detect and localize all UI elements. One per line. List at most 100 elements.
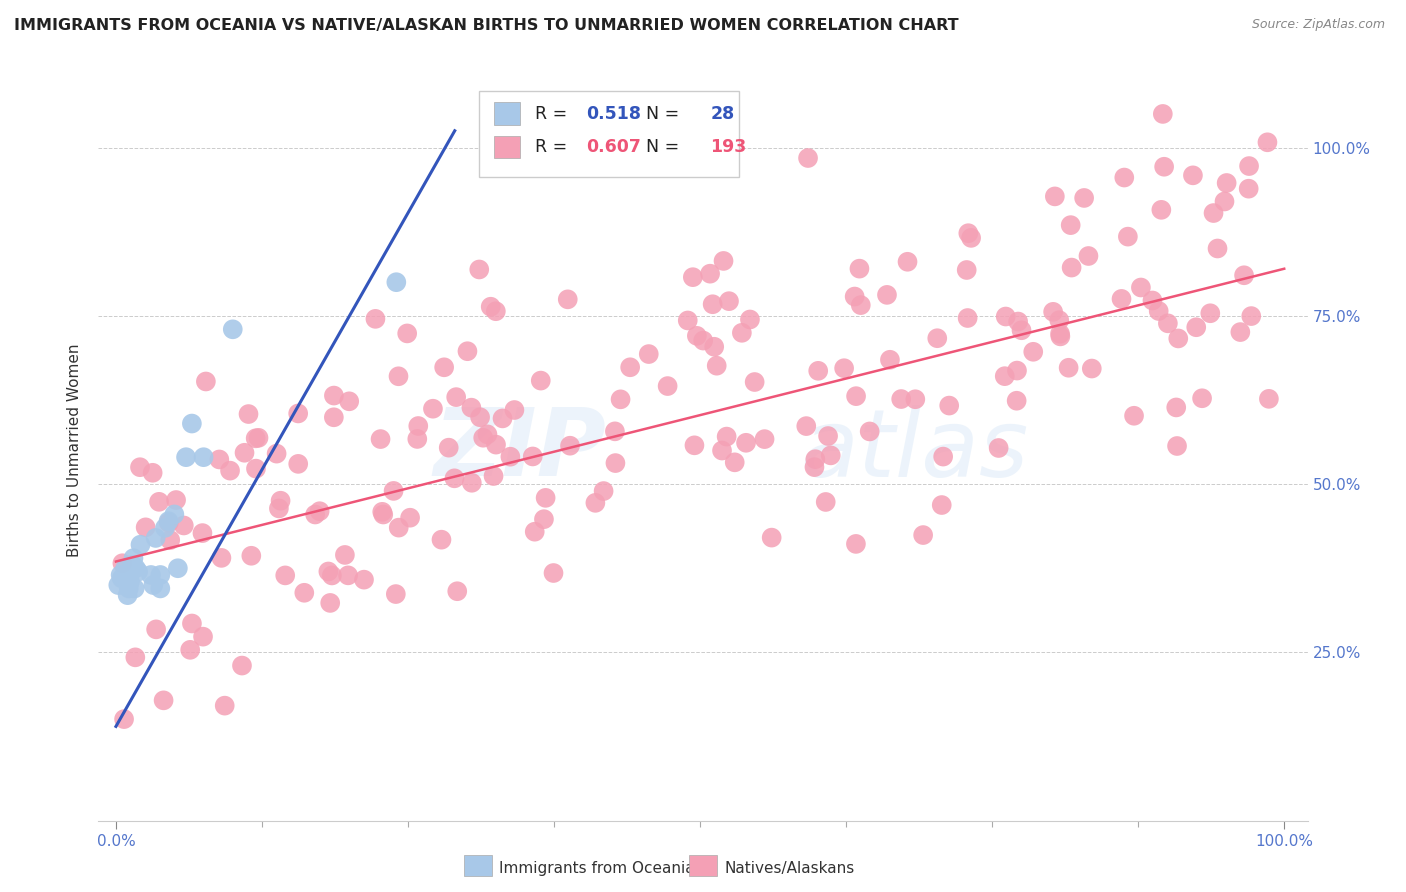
Point: [240, 549, 263, 563]
Text: 0.518: 0.518: [586, 104, 641, 122]
Point: [807, 364, 830, 378]
Point: [879, 352, 901, 367]
Text: Natives/Alaskans: Natives/Alaskans: [724, 862, 855, 876]
Point: [956, 263, 979, 277]
Point: [1047, 313, 1070, 327]
Point: [173, 518, 195, 533]
Point: [603, 425, 626, 439]
Point: [717, 294, 740, 309]
Point: [193, 450, 215, 465]
Point: [731, 326, 754, 340]
Point: [957, 226, 980, 240]
FancyBboxPatch shape: [479, 91, 740, 177]
Point: [399, 510, 422, 524]
Point: [1153, 160, 1175, 174]
Point: [437, 441, 460, 455]
Point: [121, 558, 143, 572]
Point: [499, 450, 522, 464]
Point: [522, 450, 544, 464]
Point: [931, 498, 953, 512]
Point: [111, 571, 134, 585]
Point: [761, 531, 783, 545]
Point: [904, 392, 927, 407]
Point: [1011, 323, 1033, 337]
FancyBboxPatch shape: [494, 103, 520, 125]
Point: [1237, 159, 1260, 173]
Point: [927, 331, 949, 345]
Text: 193: 193: [710, 138, 747, 156]
Point: [1111, 292, 1133, 306]
Point: [406, 432, 429, 446]
Point: [1142, 293, 1164, 308]
Point: [308, 504, 330, 518]
Point: [1007, 314, 1029, 328]
Point: [443, 471, 465, 485]
Point: [145, 531, 167, 545]
Point: [468, 262, 491, 277]
Point: [477, 427, 499, 442]
Point: [292, 586, 315, 600]
Point: [804, 452, 827, 467]
Point: [1166, 401, 1188, 415]
Point: [245, 431, 267, 445]
Point: [337, 394, 360, 409]
Point: [444, 390, 467, 404]
Text: Immigrants from Oceania: Immigrants from Oceania: [499, 862, 695, 876]
Point: [446, 584, 468, 599]
Text: ZIP: ZIP: [433, 404, 606, 497]
Point: [304, 508, 326, 522]
Point: [287, 457, 309, 471]
Point: [387, 369, 409, 384]
Point: [266, 447, 288, 461]
Point: [111, 556, 134, 570]
Point: [396, 326, 419, 341]
Point: [699, 267, 721, 281]
Point: [1147, 304, 1170, 318]
Point: [849, 298, 872, 312]
Point: [385, 587, 408, 601]
Point: [1073, 191, 1095, 205]
Point: [1049, 326, 1071, 341]
Point: [159, 533, 181, 547]
Point: [191, 630, 214, 644]
Point: [219, 464, 242, 478]
Point: [322, 388, 344, 402]
Point: [125, 561, 148, 575]
Point: [122, 551, 145, 566]
Point: [129, 460, 152, 475]
Point: [353, 573, 375, 587]
Point: [1166, 439, 1188, 453]
Point: [754, 432, 776, 446]
FancyBboxPatch shape: [494, 136, 520, 158]
Text: IMMIGRANTS FROM OCEANIA VS NATIVE/ALASKAN BIRTHS TO UNMARRIED WOMEN CORRELATION : IMMIGRANTS FROM OCEANIA VS NATIVE/ALASKA…: [14, 18, 959, 33]
Point: [1043, 189, 1066, 203]
Text: R =: R =: [534, 138, 572, 156]
Text: Source: ZipAtlas.com: Source: ZipAtlas.com: [1251, 18, 1385, 31]
Point: [129, 538, 152, 552]
Text: N =: N =: [636, 104, 685, 122]
Point: [179, 643, 201, 657]
Point: [388, 521, 411, 535]
Y-axis label: Births to Unmarried Women: Births to Unmarried Women: [67, 343, 83, 558]
Point: [135, 520, 157, 534]
Point: [422, 401, 444, 416]
Point: [231, 658, 253, 673]
Point: [583, 496, 606, 510]
Text: 0.607: 0.607: [586, 138, 641, 156]
Point: [120, 565, 142, 579]
Point: [117, 588, 139, 602]
Point: [558, 439, 581, 453]
Point: [114, 561, 136, 575]
Point: [127, 565, 149, 579]
Point: [716, 429, 738, 443]
Point: [485, 437, 508, 451]
Point: [222, 322, 245, 336]
Point: [676, 313, 699, 327]
Point: [1237, 182, 1260, 196]
Point: [180, 417, 202, 431]
Point: [1215, 176, 1237, 190]
Point: [1060, 218, 1083, 232]
Point: [744, 375, 766, 389]
Point: [1157, 316, 1180, 330]
Point: [1049, 329, 1071, 343]
